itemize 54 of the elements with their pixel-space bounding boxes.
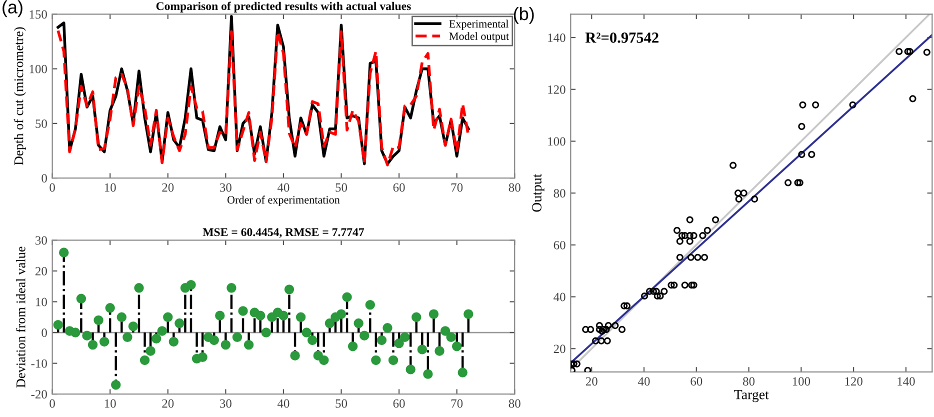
- x-tick-label: 40: [277, 399, 290, 408]
- x-tick-label: 120: [845, 377, 862, 386]
- x-tick-label: 60: [690, 377, 702, 386]
- y-tick-label: 10: [36, 298, 47, 306]
- y-tick-label: 20: [35, 266, 47, 276]
- x-axis-title: Target: [734, 390, 769, 402]
- x-tick-label: 10: [104, 399, 116, 408]
- x-tick-label: 80: [508, 183, 520, 192]
- y-tick-label: -20: [31, 390, 47, 399]
- x-tick-label: 140: [898, 377, 915, 386]
- x-tick-label: 0: [50, 183, 55, 192]
- x-tick-label: 70: [451, 183, 463, 192]
- y-tick-label: 120: [548, 85, 566, 94]
- y-tick-label: 150: [30, 10, 47, 19]
- x-axis-title: Order of experimentation: [227, 196, 340, 206]
- x-tick-label: 70: [451, 399, 463, 408]
- x-tick-label: 20: [162, 183, 174, 192]
- x-tick-label: 20: [162, 399, 174, 408]
- x-tick-label: 30: [220, 399, 232, 408]
- x-tick-label: 80: [508, 399, 520, 408]
- legend-label: Model output: [449, 32, 510, 42]
- y-tick-label: 0: [42, 174, 47, 183]
- y-tick-label: 100: [548, 137, 566, 146]
- y-tick-label: 50: [36, 119, 47, 128]
- y-tick-label: 60: [554, 240, 566, 250]
- annotation: R²=0.97542: [585, 32, 658, 43]
- x-tick-label: 0: [50, 399, 55, 408]
- y-tick-label: 100: [30, 64, 47, 74]
- x-tick-label: 50: [336, 399, 348, 408]
- y-tick-label: 40: [554, 292, 566, 302]
- x-tick-label: 80: [743, 377, 755, 386]
- y-axis-title: Deviation from ideal value: [16, 246, 26, 388]
- x-tick-label: 60: [393, 183, 405, 192]
- y-tick-label: 80: [554, 189, 566, 198]
- x-tick-label: 40: [277, 183, 290, 192]
- y-tick-label: 20: [554, 344, 566, 354]
- x-tick-label: 40: [638, 377, 650, 386]
- y-tick-label: 0: [42, 328, 47, 337]
- y-tick-label: 30: [36, 236, 47, 245]
- annotation: (b): [514, 7, 534, 24]
- x-tick-label: 100: [792, 377, 810, 386]
- y-axis-title: Depth of cut (micrometre): [14, 27, 26, 166]
- x-tick-label: 60: [393, 399, 405, 408]
- legend-label: Experimental: [449, 20, 509, 30]
- x-tick-label: 10: [104, 183, 116, 192]
- x-tick-label: 30: [220, 183, 232, 192]
- text: (a): [2, 0, 22, 18]
- y-tick-label: -10: [31, 359, 47, 368]
- chart-title: MSE = 60.4454, RMSE = 7.7747: [202, 228, 364, 238]
- y-tick-label: 140: [548, 34, 566, 42]
- chart-title: Comparison of predicted results with actual values: [156, 2, 411, 13]
- x-tick-label: 50: [336, 183, 348, 192]
- y-axis-title: Output: [532, 174, 544, 212]
- x-tick-label: 20: [586, 377, 598, 386]
